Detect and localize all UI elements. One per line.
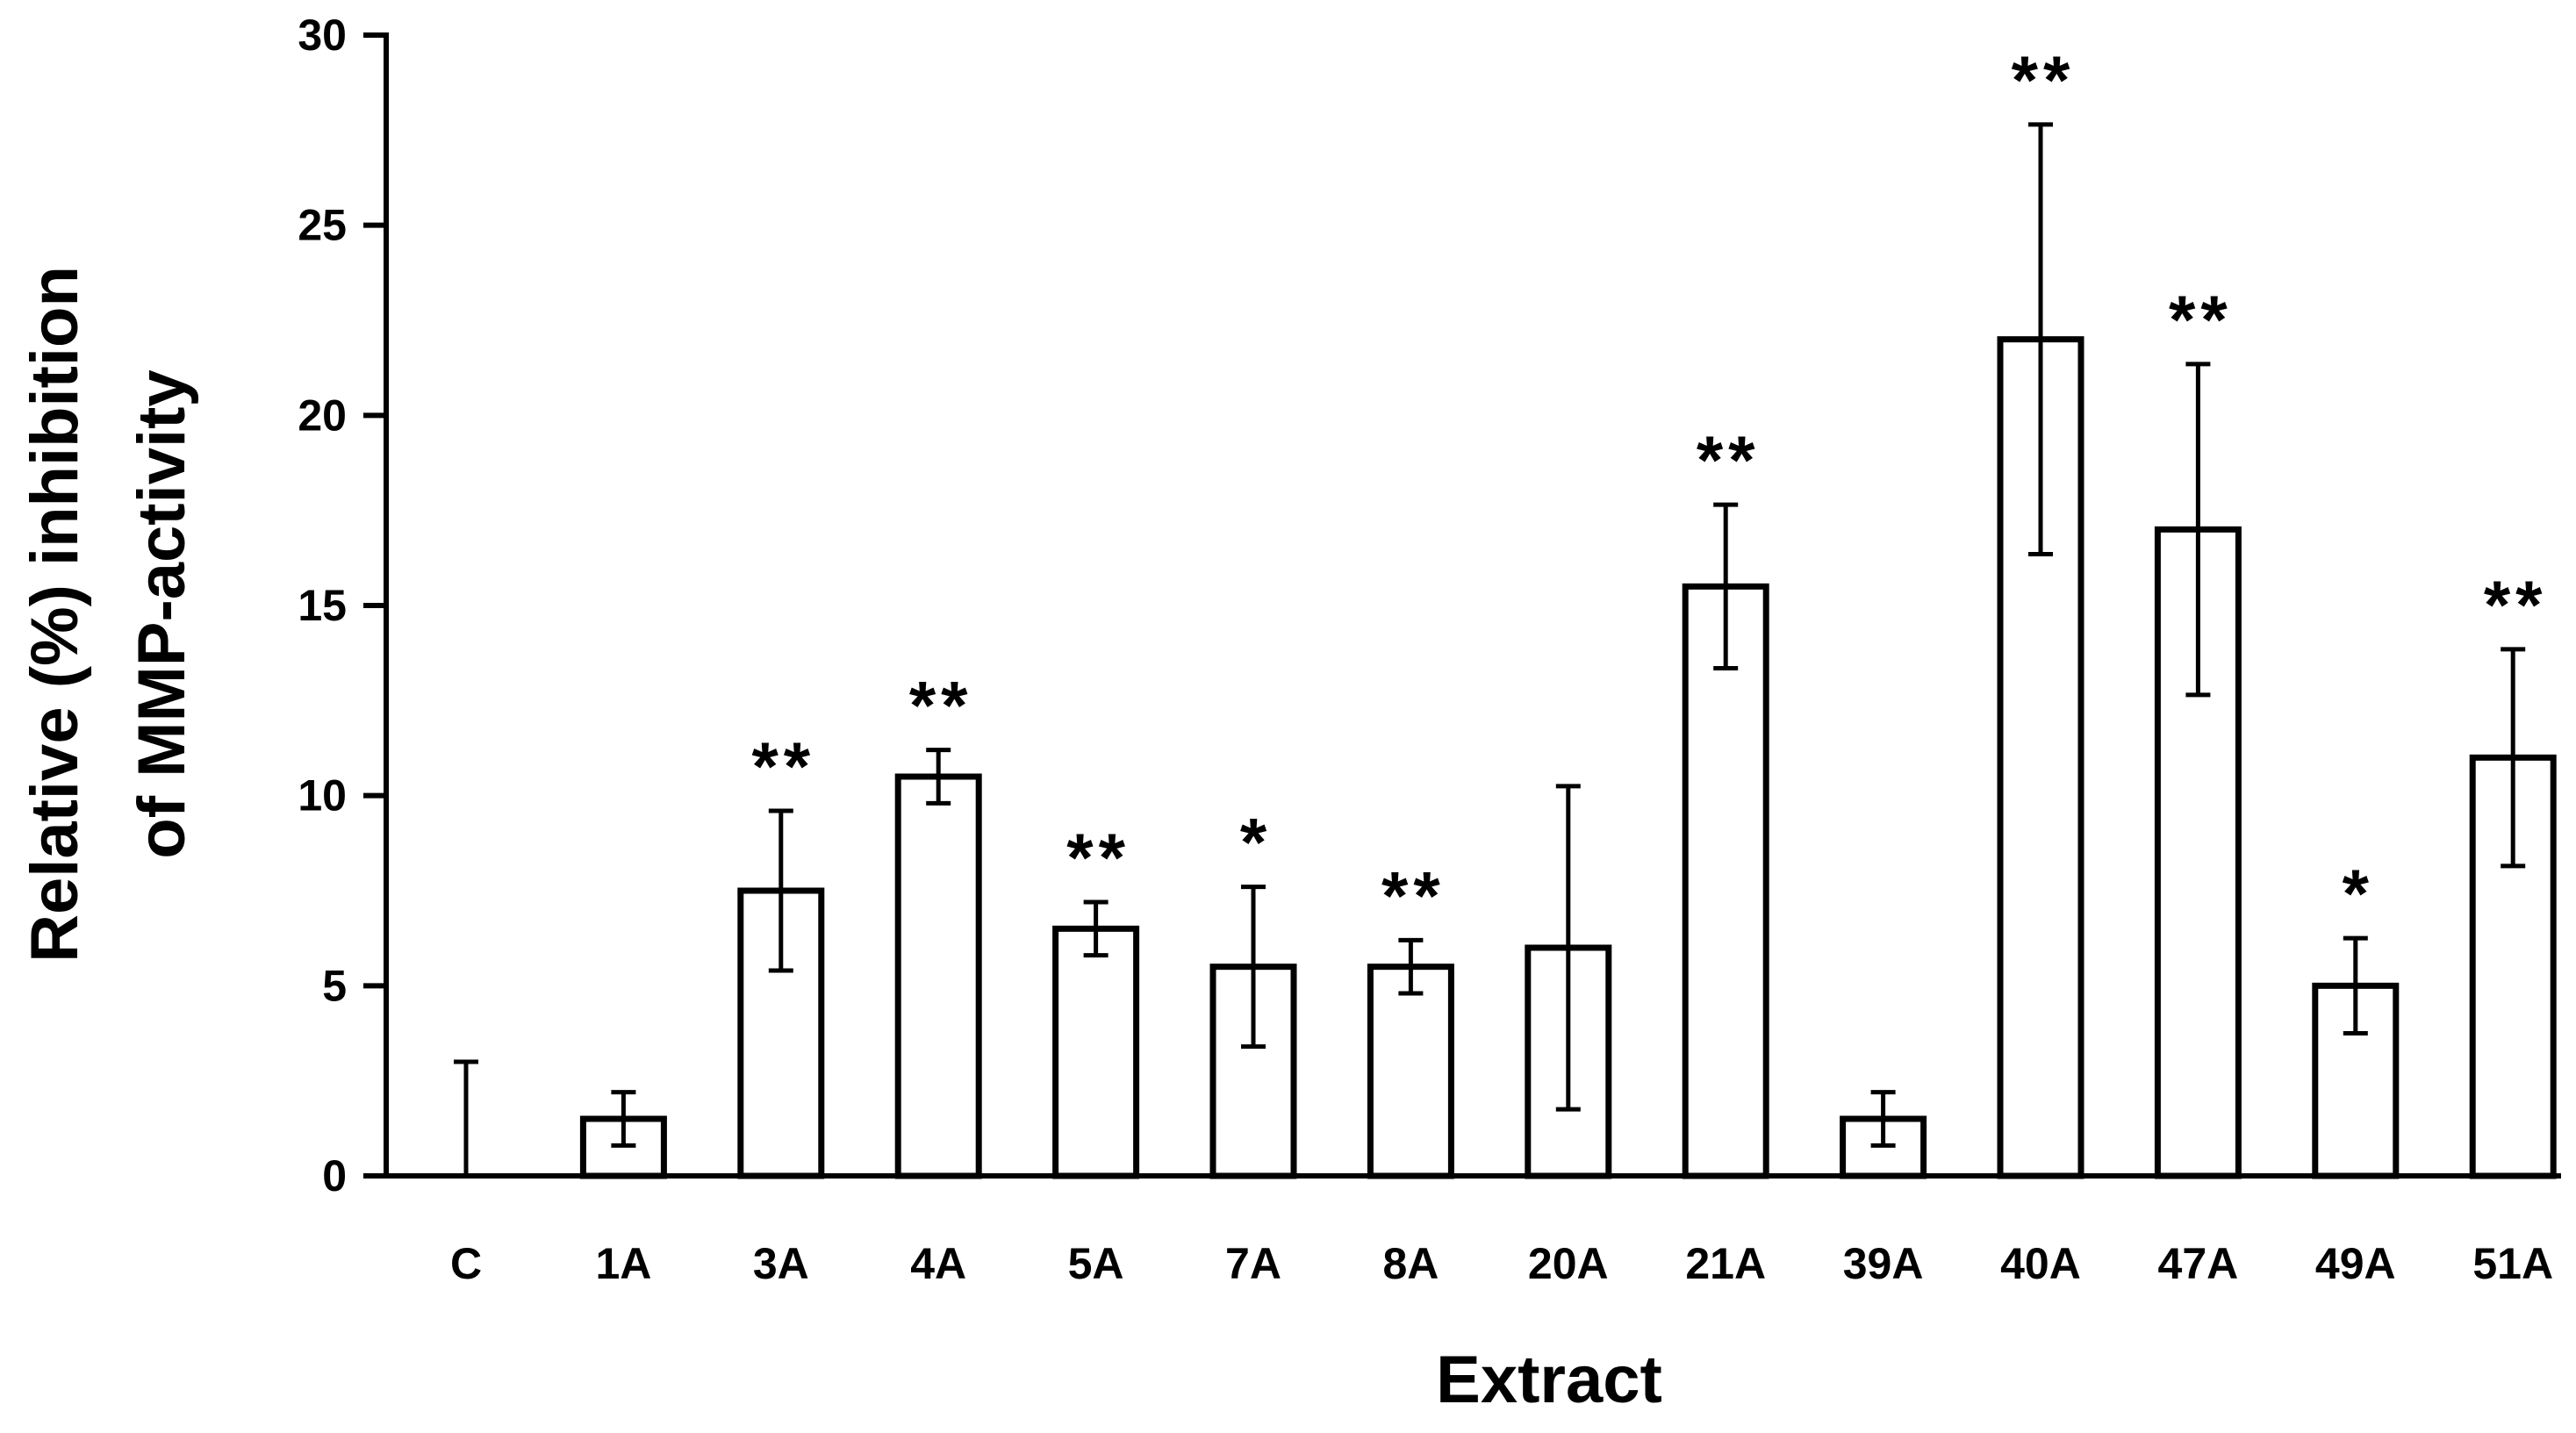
error-bar xyxy=(1555,784,1581,1112)
significance-label: ** xyxy=(1381,856,1446,934)
y-axis-title-line-1: Relative (%) inhibition xyxy=(18,266,92,963)
error-bars-group xyxy=(454,122,2526,1176)
significance-label: * xyxy=(2343,855,2374,932)
y-axis-title: Relative (%) inhibition of MMP-activity xyxy=(18,266,199,963)
error-bar xyxy=(1398,937,1424,996)
error-bar xyxy=(768,808,793,973)
x-tick-label: 5A xyxy=(1068,1239,1124,1288)
y-axis-title-line-2: of MMP-activity xyxy=(125,369,199,858)
y-tick-label: 10 xyxy=(298,771,347,820)
x-tick-label: 7A xyxy=(1225,1239,1281,1288)
bar xyxy=(1367,964,1454,1179)
bar xyxy=(1682,583,1769,1179)
error-bar xyxy=(1083,899,1109,958)
x-tick-label: 4A xyxy=(910,1239,966,1288)
x-tick-label: 8A xyxy=(1382,1239,1439,1288)
x-tick-label: 21A xyxy=(1685,1239,1766,1288)
x-tick-label: 40A xyxy=(2000,1239,2081,1288)
bar xyxy=(1052,925,1140,1179)
x-tick-labels-group: C 1A 3A 4A 5A 7A 8A 20A 21A 39A 40A 47A 49A 51A xyxy=(450,1239,2553,1288)
significance-label: ** xyxy=(751,727,815,805)
significance-label: ** xyxy=(2169,281,2233,358)
y-tick-label: 5 xyxy=(322,961,347,1010)
x-axis-title: Extract xyxy=(1436,1343,1662,1417)
y-tick-label: 30 xyxy=(298,11,347,60)
error-bar xyxy=(2501,647,2526,869)
x-tick-label: 47A xyxy=(2158,1239,2239,1288)
y-axis xyxy=(363,32,389,1179)
error-bar xyxy=(2185,362,2211,698)
y-tick-label: 20 xyxy=(298,390,347,440)
error-bar xyxy=(1870,1090,1896,1148)
significance-label: ** xyxy=(2012,41,2076,118)
significance-label: * xyxy=(1240,804,1272,881)
error-bar xyxy=(926,748,951,806)
y-tick-label: 0 xyxy=(322,1151,347,1200)
error-bar xyxy=(1713,502,1739,670)
y-tick-label: 25 xyxy=(298,201,347,250)
x-tick-label: 1A xyxy=(595,1239,651,1288)
error-bar xyxy=(1241,885,1266,1050)
significance-label: ** xyxy=(1066,819,1130,896)
error-bar xyxy=(611,1090,636,1148)
bar xyxy=(894,773,982,1179)
x-tick-label: 49A xyxy=(2315,1239,2396,1288)
error-bar xyxy=(2028,122,2053,556)
y-tick-labels-group: 0 5 10 15 20 25 30 xyxy=(298,11,347,1200)
significance-label: ** xyxy=(2484,566,2548,643)
bars-group xyxy=(579,336,2557,1179)
error-bar xyxy=(2343,935,2368,1035)
significance-label: ** xyxy=(1697,421,1761,498)
y-tick-label: 15 xyxy=(298,581,347,630)
x-tick-label: C xyxy=(450,1239,482,1288)
x-tick-label: 39A xyxy=(1843,1239,1924,1288)
error-bar xyxy=(454,1059,478,1176)
x-tick-label: 3A xyxy=(753,1239,809,1288)
x-tick-label: 20A xyxy=(1528,1239,1609,1288)
x-tick-label: 51A xyxy=(2472,1239,2553,1288)
significance-labels-group: ****** ************ xyxy=(751,41,2548,935)
significance-label: ** xyxy=(909,667,973,744)
